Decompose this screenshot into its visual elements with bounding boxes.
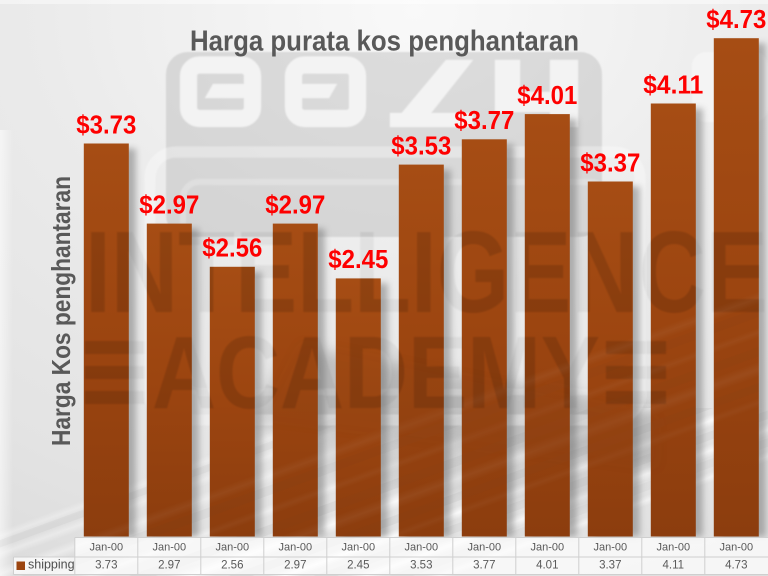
svg-text:Jan-00: Jan-00 — [89, 541, 123, 553]
svg-text:2.97: 2.97 — [158, 560, 180, 572]
svg-text:Jan-00: Jan-00 — [719, 541, 753, 553]
svg-text:2.56: 2.56 — [221, 560, 243, 572]
svg-text:3.53: 3.53 — [410, 560, 432, 572]
svg-text:$4.01: $4.01 — [517, 80, 577, 110]
svg-text:$2.97: $2.97 — [139, 189, 199, 219]
svg-text:Jan-00: Jan-00 — [593, 541, 627, 553]
svg-text:$3.53: $3.53 — [391, 130, 451, 160]
svg-text:Jan-00: Jan-00 — [341, 541, 375, 553]
svg-text:$2.56: $2.56 — [202, 233, 262, 263]
svg-text:$4.73: $4.73 — [706, 4, 766, 34]
svg-text:$2.97: $2.97 — [265, 189, 325, 219]
svg-text:Jan-00: Jan-00 — [215, 541, 249, 553]
svg-text:$3.37: $3.37 — [580, 147, 640, 177]
svg-text:3.73: 3.73 — [95, 560, 117, 572]
svg-text:2.97: 2.97 — [284, 560, 306, 572]
svg-text:Harga purata kos penghantaran: Harga purata kos penghantaran — [190, 26, 579, 58]
svg-text:Jan-00: Jan-00 — [656, 541, 690, 553]
svg-text:4.11: 4.11 — [663, 560, 685, 572]
svg-text:$3.77: $3.77 — [454, 105, 514, 135]
svg-text:Harga Kos penghantaran: Harga Kos penghantaran — [46, 176, 76, 446]
svg-text:2.45: 2.45 — [347, 560, 369, 572]
svg-text:Jan-00: Jan-00 — [467, 541, 501, 553]
svg-text:Jan-00: Jan-00 — [404, 541, 438, 553]
svg-text:shipping: shipping — [28, 558, 75, 572]
svg-text:ACADEMY: ACADEMY — [152, 315, 600, 430]
svg-text:Jan-00: Jan-00 — [530, 541, 564, 553]
svg-text:Jan-00: Jan-00 — [152, 541, 186, 553]
svg-text:$2.45: $2.45 — [328, 244, 388, 274]
svg-text:4.73: 4.73 — [725, 560, 747, 572]
svg-text:Jan-00: Jan-00 — [278, 541, 312, 553]
svg-text:$3.73: $3.73 — [76, 109, 136, 139]
svg-text:4.01: 4.01 — [536, 560, 558, 572]
svg-text:3.77: 3.77 — [473, 560, 495, 572]
svg-text:$4.11: $4.11 — [643, 69, 703, 99]
svg-text:3.37: 3.37 — [599, 560, 621, 572]
